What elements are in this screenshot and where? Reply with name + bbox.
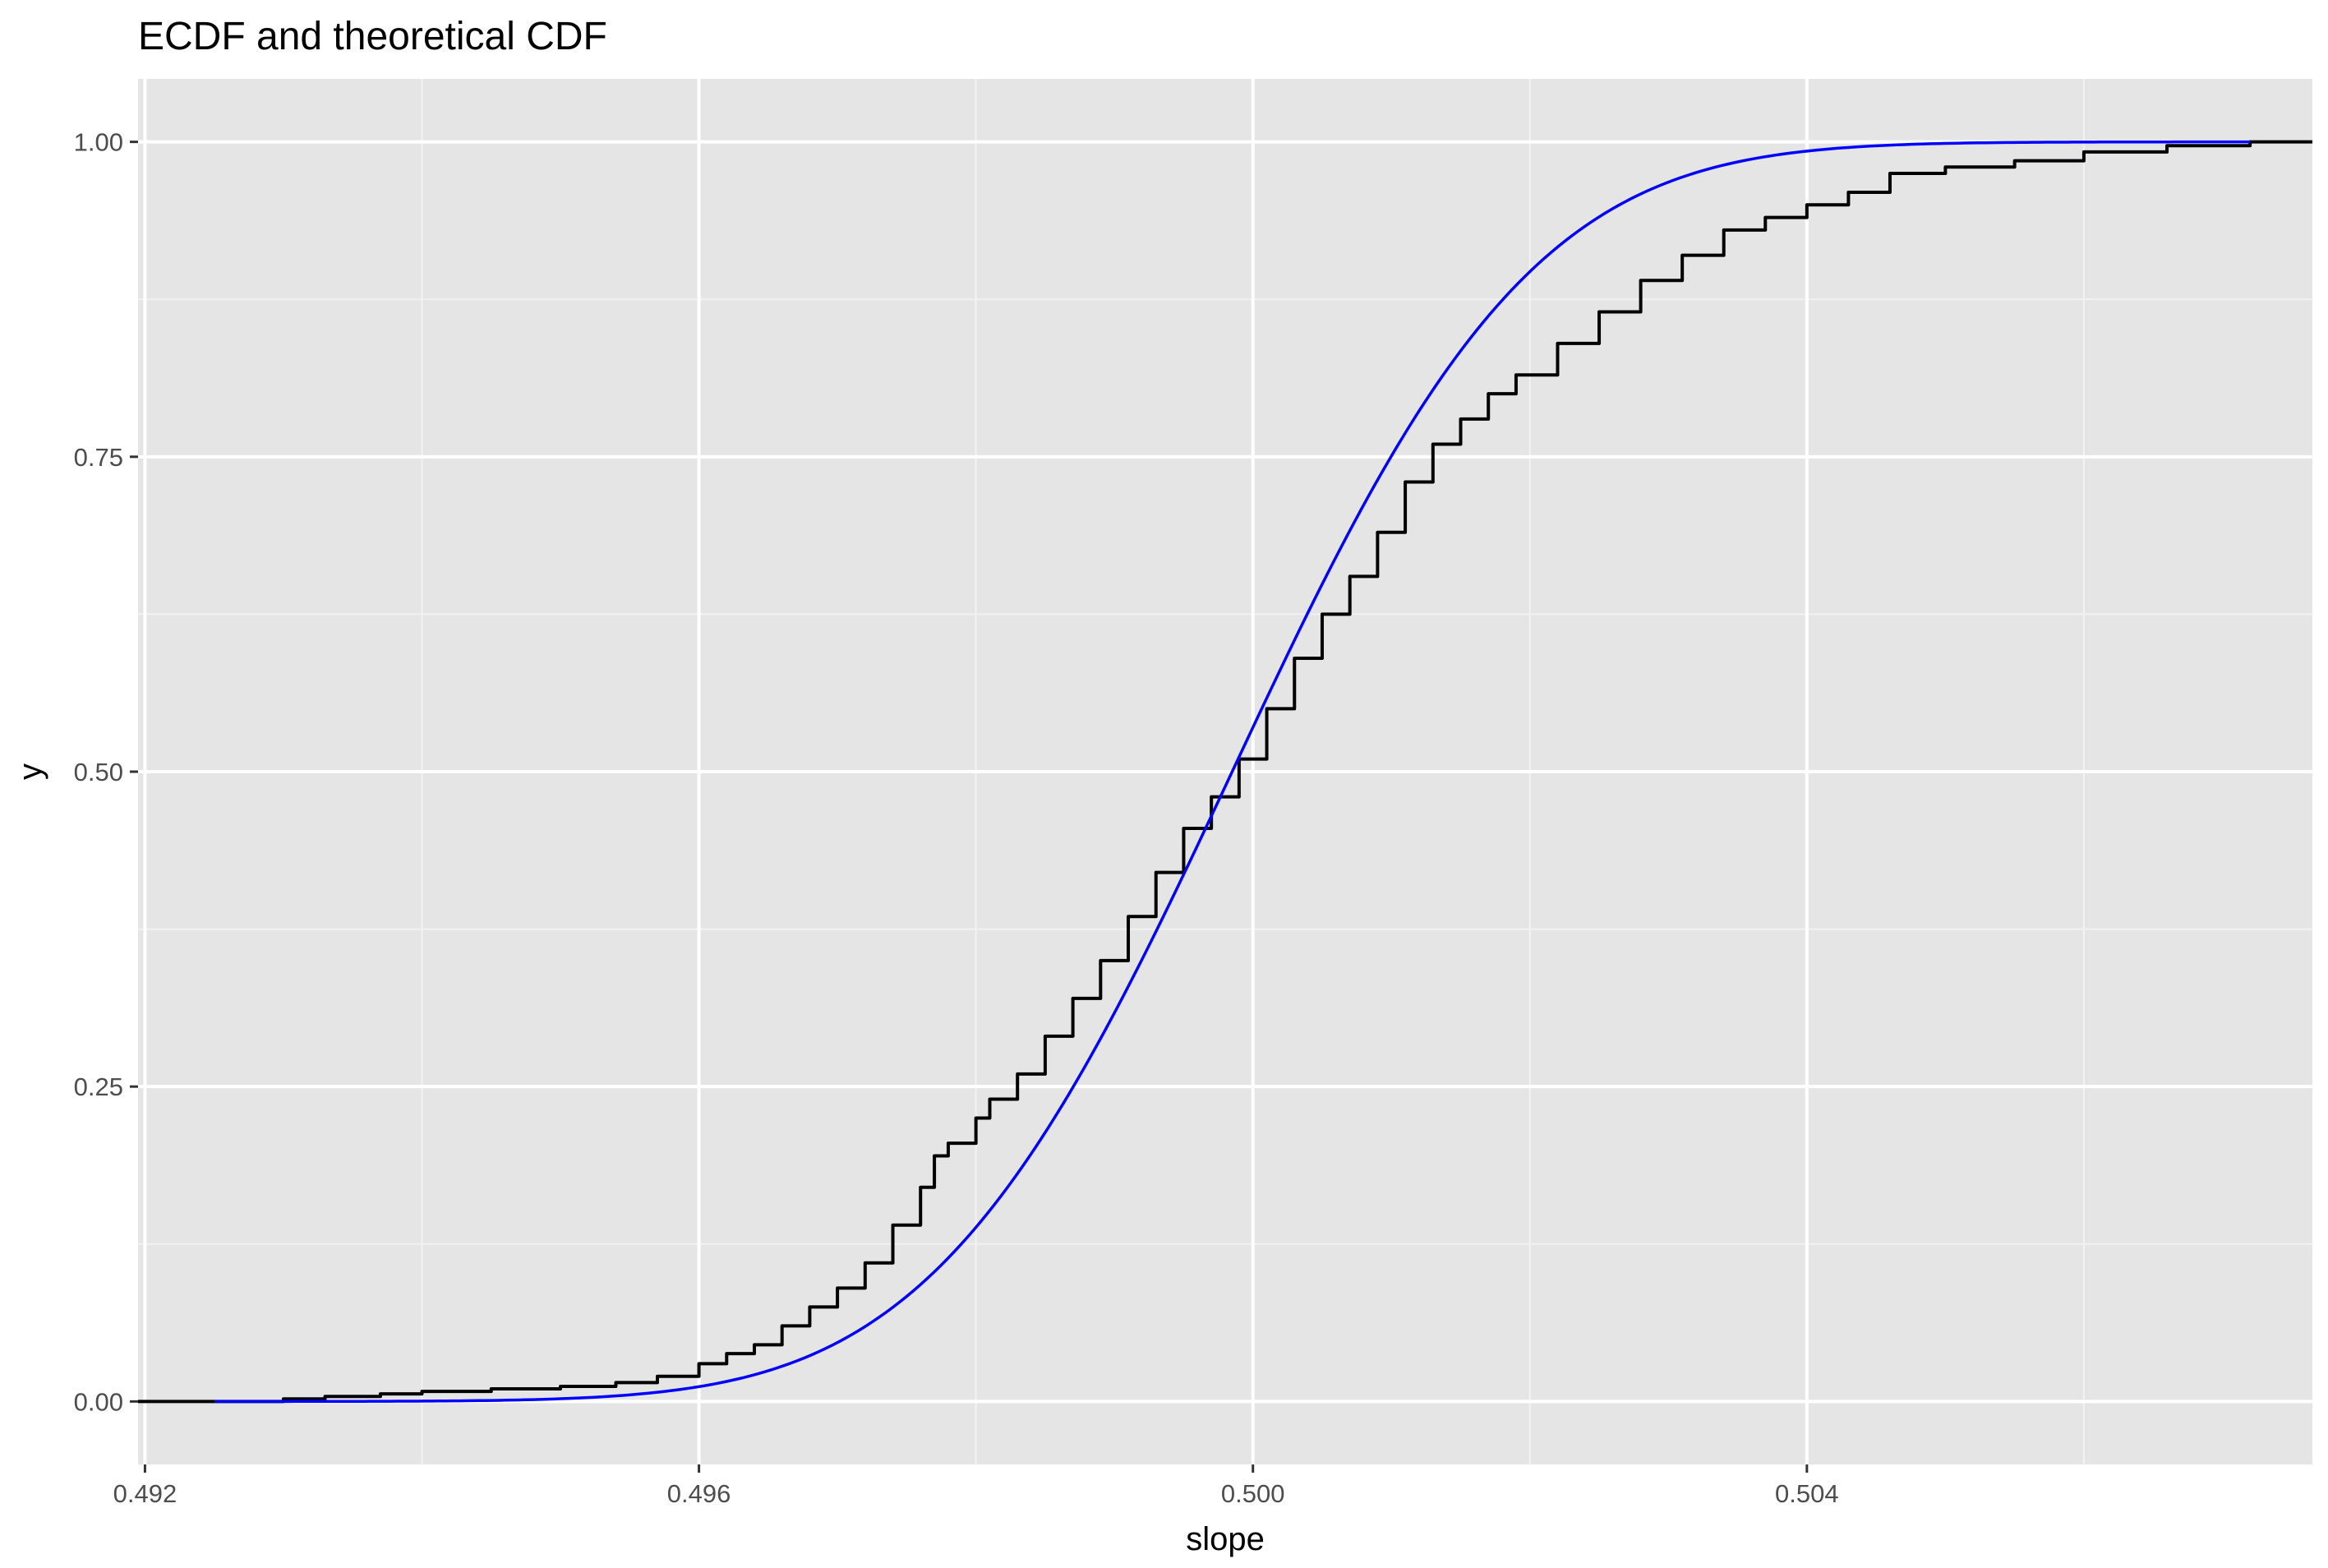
chart-title: ECDF and theoretical CDF — [138, 15, 607, 58]
theoretical-cdf-line — [214, 140, 2251, 1404]
y-axis-tick-labels: 0.00 0.25 0.50 0.75 1.00 — [74, 128, 123, 1417]
y-axis-title: y — [12, 763, 48, 780]
major-gridlines — [138, 79, 2312, 1464]
x-axis-tick-labels: 0.492 0.496 0.500 0.504 — [113, 1479, 1839, 1508]
y-tick-label: 0.25 — [74, 1072, 123, 1101]
x-tick-label: 0.492 — [113, 1479, 177, 1508]
x-tick-label: 0.500 — [1221, 1479, 1285, 1508]
x-tick-label: 0.496 — [667, 1479, 731, 1508]
y-tick-label: 1.00 — [74, 128, 123, 157]
series-layer — [138, 140, 2312, 1404]
y-tick-label: 0.75 — [74, 443, 123, 472]
y-tick-label: 0.50 — [74, 758, 123, 786]
ecdf-line — [138, 140, 2312, 1404]
axis-ticks — [130, 141, 1809, 1473]
x-tick-label: 0.504 — [1775, 1479, 1839, 1508]
y-tick-label: 0.00 — [74, 1387, 123, 1416]
x-axis-title: slope — [1186, 1521, 1265, 1557]
